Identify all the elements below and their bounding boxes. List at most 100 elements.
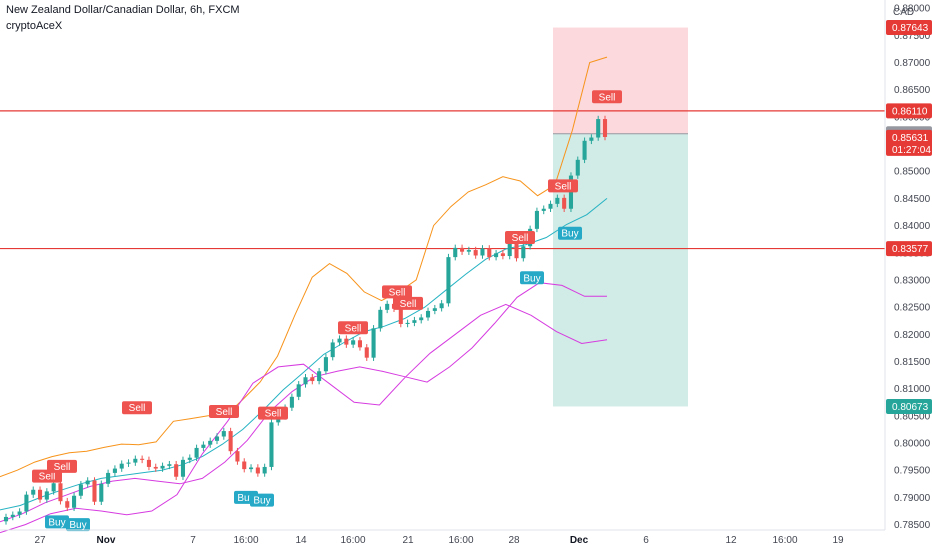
candle-body: [398, 308, 403, 324]
candle-body: [262, 466, 267, 474]
price-tick-label: 0.82500: [894, 303, 931, 314]
candle-body: [140, 458, 145, 460]
price-tag: [886, 241, 932, 257]
candle-body: [357, 340, 362, 348]
candle-body: [289, 396, 294, 408]
candle-body: [364, 347, 369, 358]
candle-body: [473, 250, 478, 256]
candle-body: [119, 463, 124, 469]
candle-body: [10, 514, 15, 517]
candle-body: [17, 511, 22, 515]
position-zones: [553, 27, 688, 407]
candle-body: [31, 489, 36, 495]
buy-signal-label: Buy: [69, 520, 86, 531]
candle-body: [180, 459, 186, 477]
price-tag-label: 0.83577: [892, 244, 929, 255]
buy-signal-label: Buy: [253, 496, 270, 507]
price-axis: CAD0.880000.875000.870000.865000.860000.…: [884, 0, 931, 531]
candle-body: [269, 422, 274, 467]
currency-label: CAD: [893, 7, 914, 18]
candle-body: [555, 197, 560, 204]
buy-signal-label: Buy: [523, 273, 540, 284]
candle-body: [487, 248, 492, 258]
candles: [3, 115, 608, 525]
candle-body: [466, 250, 471, 252]
lower-band-line: [0, 282, 607, 523]
indicator-name[interactable]: cryptoAceX: [6, 20, 63, 32]
candle-body: [480, 248, 485, 256]
candle-body: [602, 119, 608, 137]
candle-body: [208, 440, 213, 445]
candle-body: [460, 247, 465, 252]
candle-body: [249, 467, 254, 470]
sell-signal-badge: [382, 285, 412, 299]
sell-signal-label: Sell: [129, 403, 146, 414]
price-tick-label: 0.79000: [894, 493, 931, 504]
price-tick-label: 0.78500: [894, 520, 931, 531]
buy-signal-badge: [45, 515, 69, 529]
price-tick-label: 0.79500: [894, 466, 931, 477]
time-tick-label: 14: [295, 535, 307, 546]
chart-title: New Zealand Dollar/Canadian Dollar, 6h, …: [6, 4, 240, 16]
candle-body: [439, 303, 444, 309]
candle-body: [24, 494, 29, 512]
price-tag-label: 0.80673: [892, 402, 929, 413]
time-axis: 27 Nov 7 16:00 14 16:00 21 16:00 28 Dec 6 12 16:00 19: [0, 529, 885, 546]
candle-body: [351, 340, 356, 345]
time-tick-label: 19: [832, 535, 844, 546]
candle-body: [214, 436, 220, 441]
candle-body: [44, 491, 49, 500]
candle-body: [235, 451, 240, 462]
candle-body: [72, 495, 77, 508]
sell-signal-label: Sell: [599, 92, 616, 103]
price-tick-label: 0.87500: [894, 31, 931, 42]
candle-body: [303, 377, 308, 385]
price-tick-label: 0.85000: [894, 167, 931, 178]
candle-body: [446, 257, 451, 304]
price-tick-label: 0.87000: [894, 58, 931, 69]
candle-body: [507, 240, 512, 257]
price-tick-label: 0.84000: [894, 221, 931, 232]
price-tick-label: 0.84500: [894, 194, 931, 205]
candle-body: [255, 467, 260, 474]
time-tick-label: 28: [508, 535, 520, 546]
time-tick-label: 16:00: [448, 535, 473, 546]
sell-signal-badge: [592, 90, 622, 104]
time-tick-label: 16:00: [233, 535, 258, 546]
buy-signal-badge: [66, 518, 90, 532]
time-tick-label: 27: [34, 535, 46, 546]
time-tick-label: 6: [643, 535, 649, 546]
candle-body: [323, 357, 328, 372]
candle-body: [296, 384, 301, 397]
time-tick-label: 16:00: [772, 535, 797, 546]
sell-signal-label: Sell: [265, 409, 282, 420]
candle-body: [160, 465, 165, 469]
candle-body: [541, 208, 546, 211]
price-tag: [886, 129, 932, 156]
candle-body: [494, 253, 499, 258]
candle-body: [453, 247, 458, 258]
candle-body: [317, 371, 322, 382]
candle-body: [344, 338, 349, 345]
candle-body: [146, 459, 151, 467]
price-tags: 0.876430.861100.856900.8563101:27:040.83…: [886, 20, 932, 414]
candle-body: [133, 458, 138, 463]
candle-body: [500, 253, 505, 257]
candle-body: [194, 447, 199, 458]
price-tag: [886, 20, 932, 36]
price-tick-label: 0.82000: [894, 330, 931, 341]
upper-band-line: [0, 56, 608, 478]
candle-body: [106, 472, 111, 484]
candle-body: [412, 320, 417, 323]
candle-body: [330, 342, 335, 358]
candle-body: [174, 464, 179, 477]
candle-body: [562, 197, 567, 209]
price-tick-label: 0.86500: [894, 85, 931, 96]
candle-body: [337, 338, 342, 343]
candle-body: [575, 159, 580, 176]
candle-body: [419, 317, 424, 321]
time-tick-label: 21: [402, 535, 414, 546]
